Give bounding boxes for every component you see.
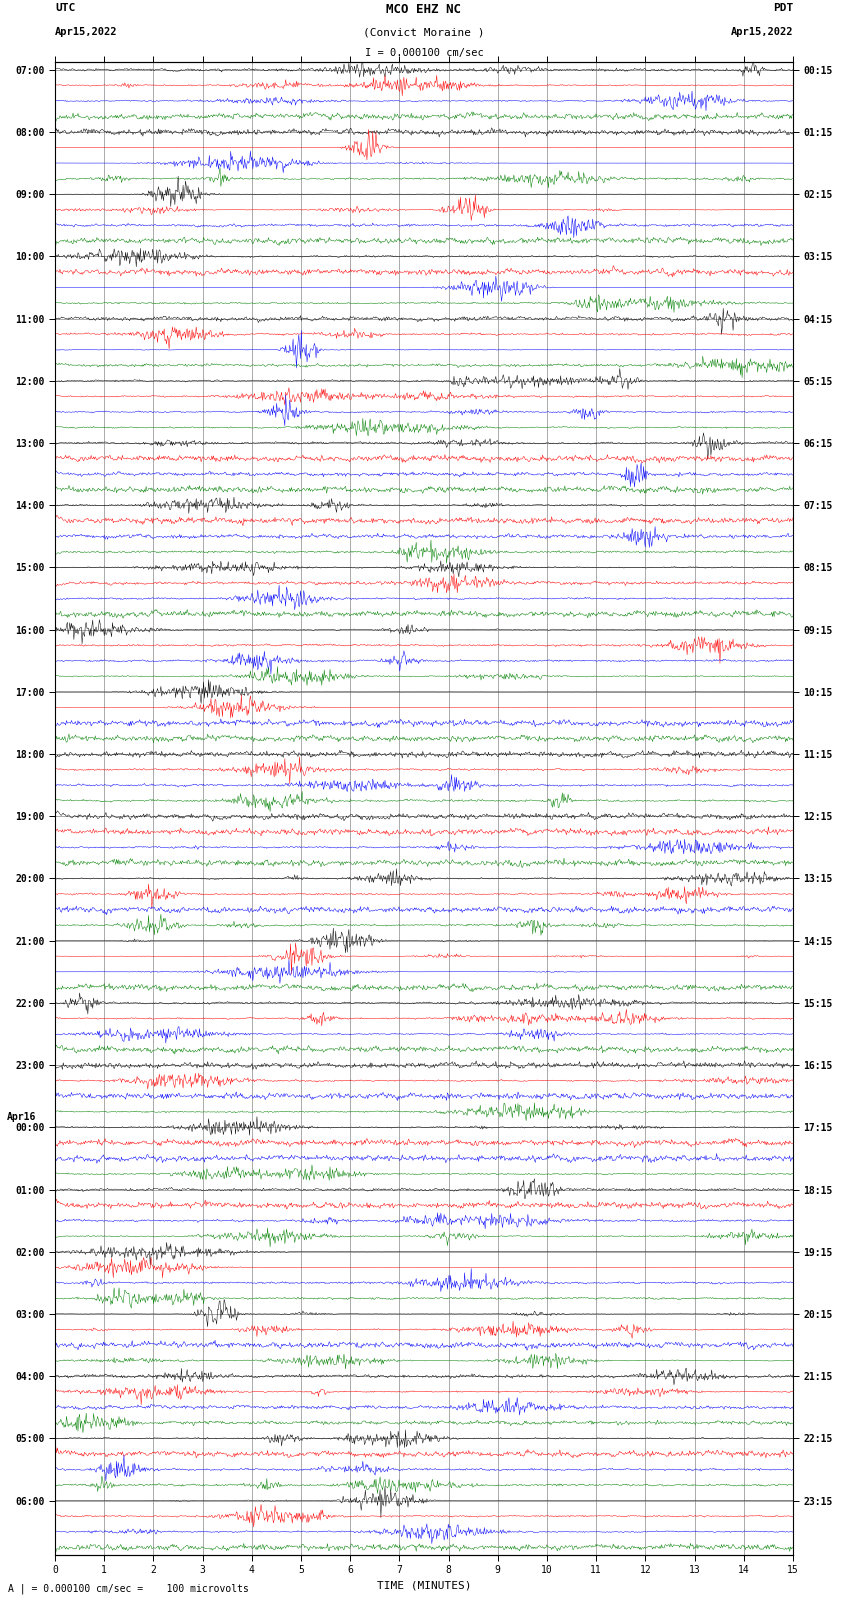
Text: I = 0.000100 cm/sec: I = 0.000100 cm/sec <box>365 48 484 58</box>
X-axis label: TIME (MINUTES): TIME (MINUTES) <box>377 1581 471 1590</box>
Text: (Convict Moraine ): (Convict Moraine ) <box>363 27 484 37</box>
Text: PDT: PDT <box>773 3 793 13</box>
Text: UTC: UTC <box>55 3 76 13</box>
Text: A | = 0.000100 cm/sec =    100 microvolts: A | = 0.000100 cm/sec = 100 microvolts <box>8 1582 249 1594</box>
Text: Apr15,2022: Apr15,2022 <box>55 27 117 37</box>
Text: Apr16: Apr16 <box>7 1111 37 1121</box>
Text: MCO EHZ NC: MCO EHZ NC <box>387 3 462 16</box>
Text: Apr15,2022: Apr15,2022 <box>730 27 793 37</box>
